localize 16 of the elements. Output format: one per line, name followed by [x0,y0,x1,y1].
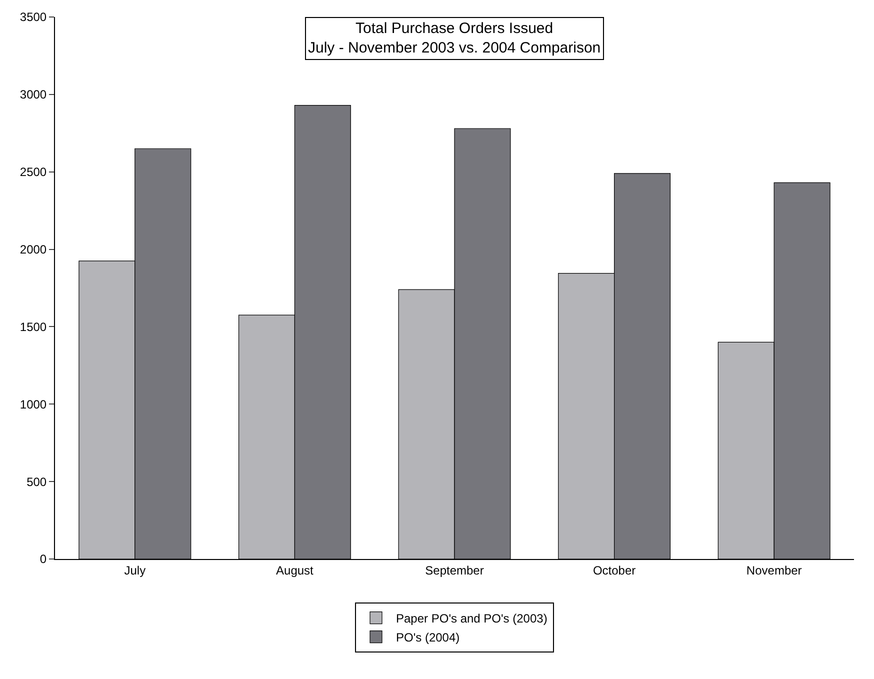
y-tick-label: 3000 [20,88,47,102]
y-tick-label: 3500 [20,10,47,24]
y-tick-label: 500 [26,474,47,489]
y-tick-label: 1500 [20,320,47,334]
legend-label: PO's (2004) [396,630,460,645]
y-tick-label: 2500 [20,165,47,180]
x-tick-label: July [124,563,146,578]
text: Total Purchase Orders Issued July - November 2003 vs. 2004 Comparison [308,20,601,56]
legend-label: Paper PO's and PO's (2003) [396,612,548,626]
x-tick-label: September [425,563,484,578]
y-tick-label: 2000 [20,242,47,256]
x-tick-label: August [276,563,314,578]
y-tick-label: 0 [40,552,47,566]
x-tick-label: October [592,563,636,578]
x-tick-label: November [746,563,802,578]
y-tick-label: 1000 [20,397,47,412]
